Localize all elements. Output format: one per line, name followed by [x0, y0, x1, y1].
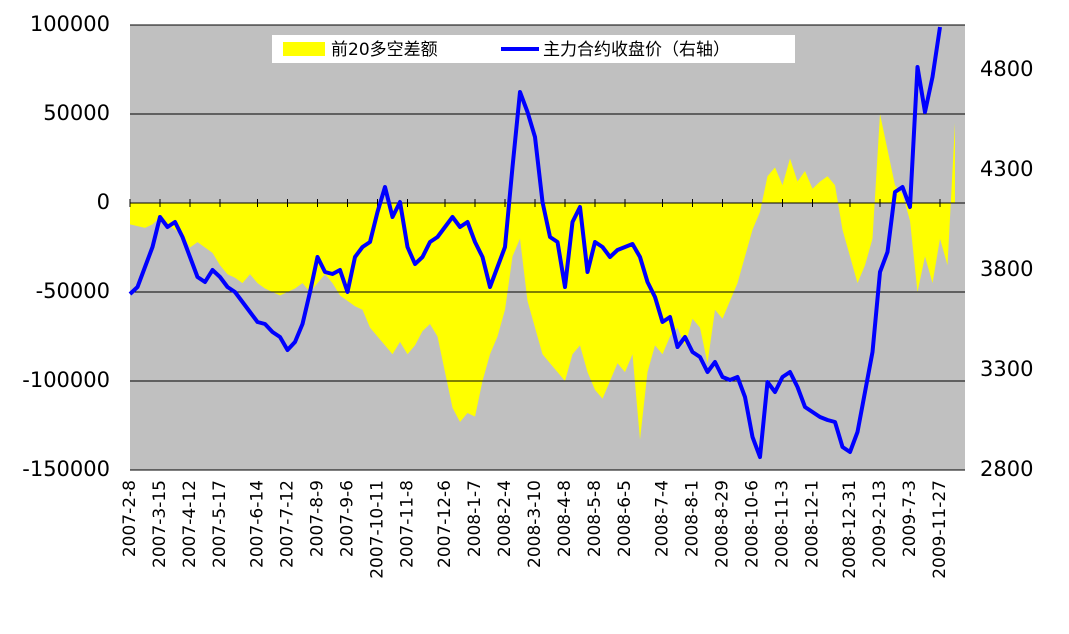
- x-tick-label: 2007-2-8: [120, 480, 140, 557]
- x-tick-label: 2008-12-31: [840, 480, 860, 579]
- y-tick-label: 100000: [30, 12, 110, 36]
- x-tick-label: 2008-7-4: [653, 480, 673, 557]
- area: [130, 114, 955, 440]
- x-tick-label: 2008-5-8: [585, 480, 605, 557]
- x-tick-label: 2008-4-8: [555, 480, 575, 557]
- y-tick-label: -100000: [22, 368, 110, 392]
- x-tick-label: 2008-8-29: [713, 480, 733, 568]
- x-tick-label: 2007-3-15: [150, 480, 170, 568]
- x-tick-label: 2007-12-6: [435, 480, 455, 568]
- x-tick-label: 2008-6-5: [615, 480, 635, 557]
- x-tick-label: 2008-2-4: [495, 480, 515, 557]
- x-tick-label: 2007-6-14: [248, 480, 268, 568]
- x-tick-label: 2008-8-1: [683, 480, 703, 557]
- x-tick-label: 2008-10-6: [743, 480, 763, 568]
- y2-tick-label: 2800: [980, 457, 1033, 481]
- y-tick-label: -50000: [36, 279, 110, 303]
- x-tick-label: 2007-11-8: [398, 480, 418, 568]
- x-tick-label: 2007-10-11: [368, 480, 388, 579]
- y2-tick-label: 3800: [980, 257, 1033, 281]
- legend-swatch: [283, 42, 325, 56]
- y2-tick-label: 4300: [980, 157, 1033, 181]
- y-tick-label: 50000: [43, 101, 110, 125]
- y2-tick-label: 3300: [980, 357, 1033, 381]
- legend-label: 主力合约收盘价（右轴）: [543, 40, 730, 60]
- x-tick-label: 2007-9-6: [338, 480, 358, 557]
- x-tick-label: 2007-4-12: [180, 480, 200, 568]
- x-tick-label: 2008-1-7: [465, 480, 485, 557]
- y-tick-label: -150000: [22, 457, 110, 481]
- x-tick-label: 2008-11-3: [773, 480, 793, 568]
- x-tick-label: 2007-5-17: [210, 480, 230, 568]
- x-tick-label: 2009-7-3: [900, 480, 920, 557]
- x-tick-label: 2009-11-27: [930, 480, 950, 579]
- line: [128, 26, 942, 459]
- x-tick-label: 2007-7-12: [278, 480, 298, 568]
- x-tick-label: 2008-12-1: [803, 480, 823, 568]
- y2-tick-label: 4800: [980, 57, 1033, 81]
- legend-label: 前20多空差额: [331, 40, 438, 60]
- y-tick-label: 0: [97, 190, 110, 214]
- x-tick-label: 2007-8-9: [308, 480, 328, 557]
- x-tick-label: 2008-3-10: [525, 480, 545, 568]
- x-tick-label: 2009-2-13: [870, 480, 890, 568]
